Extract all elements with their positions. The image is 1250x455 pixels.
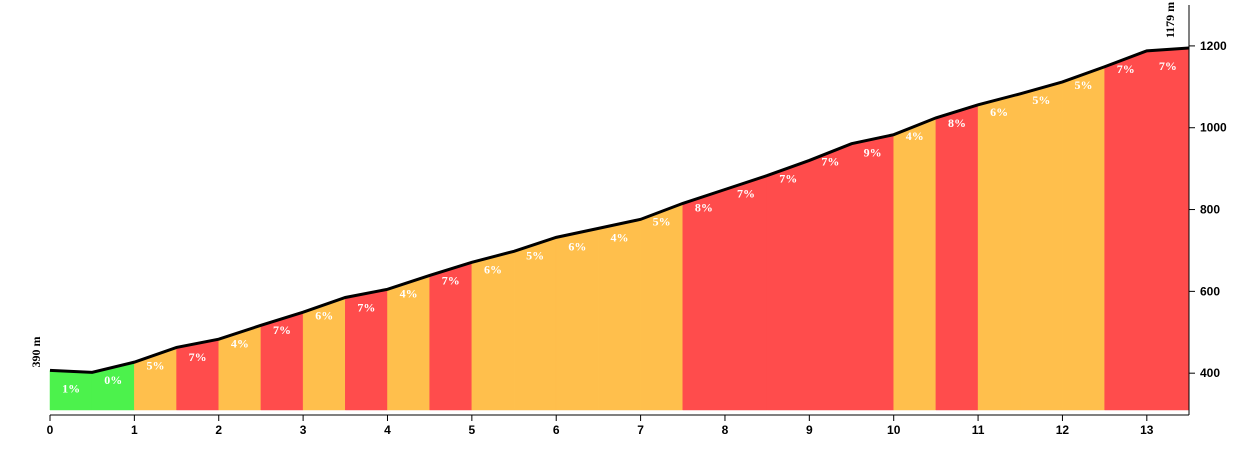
x-tick-label: 5	[469, 423, 476, 437]
segment	[134, 347, 177, 411]
grade-label: 6%	[568, 239, 586, 253]
segment	[851, 134, 894, 411]
grade-label: 4%	[611, 230, 629, 244]
x-tick-label: 2	[215, 423, 222, 437]
segment	[977, 93, 1021, 411]
segment	[1062, 66, 1105, 411]
y-tick-label: 800	[1200, 203, 1220, 217]
segment	[1104, 50, 1148, 411]
x-tick-label: 12	[1056, 423, 1070, 437]
x-tick-label: 1	[131, 423, 138, 437]
grade-label: 7%	[273, 323, 291, 337]
end-label: 1179 m	[1163, 2, 1177, 38]
segment	[766, 160, 810, 411]
grade-label: 5%	[526, 248, 544, 262]
x-tick-label: 4	[384, 423, 391, 437]
grade-label: 1%	[62, 381, 80, 395]
grade-label: 5%	[1075, 78, 1093, 92]
y-tick-label: 600	[1200, 284, 1220, 298]
grade-label: 7%	[442, 273, 460, 287]
x-tick-label: 11	[972, 423, 985, 437]
x-tick-label: 9	[806, 423, 813, 437]
grade-label: 4%	[231, 336, 249, 350]
segment	[513, 237, 557, 411]
grade-label: 5%	[146, 358, 164, 372]
grade-label: 7%	[1159, 59, 1177, 73]
x-tick-label: 7	[637, 423, 644, 437]
segment	[1020, 81, 1063, 411]
x-tick-label: 10	[887, 423, 901, 437]
grade-label: 6%	[315, 309, 333, 323]
grade-label: 5%	[1032, 93, 1050, 107]
grade-label: 7%	[1117, 62, 1135, 76]
grade-label: 7%	[779, 171, 797, 185]
y-tick-label: 1000	[1200, 121, 1227, 135]
segment	[640, 203, 684, 411]
segment	[724, 175, 768, 411]
segment	[682, 189, 726, 411]
start-label: 390 m	[29, 337, 43, 368]
segment	[809, 143, 852, 411]
x-tick-label: 0	[47, 423, 54, 437]
grade-label: 4%	[400, 286, 418, 300]
y-tick-label: 400	[1200, 366, 1220, 380]
grade-label: 4%	[906, 129, 924, 143]
segment	[935, 104, 979, 411]
segment	[555, 228, 599, 411]
grade-label: 6%	[990, 105, 1008, 119]
x-tick-label: 6	[553, 423, 560, 437]
y-tick-label: 1200	[1200, 39, 1227, 53]
segment	[598, 219, 641, 411]
profile-line	[49, 46, 1190, 374]
x-tick-label: 13	[1140, 423, 1154, 437]
segment	[893, 117, 937, 411]
grade-label: 5%	[653, 214, 671, 228]
grade-label: 6%	[484, 262, 502, 276]
grade-label: 7%	[821, 155, 839, 169]
x-tick-label: 8	[722, 423, 729, 437]
x-tick-label: 3	[300, 423, 307, 437]
grade-label: 9%	[864, 146, 882, 160]
grade-label: 0%	[104, 373, 122, 387]
segment	[1146, 47, 1190, 411]
grade-label: 7%	[357, 300, 375, 314]
grade-label: 7%	[189, 350, 207, 364]
grade-label: 8%	[695, 201, 713, 215]
grade-label: 7%	[737, 187, 755, 201]
grade-label: 8%	[948, 116, 966, 130]
